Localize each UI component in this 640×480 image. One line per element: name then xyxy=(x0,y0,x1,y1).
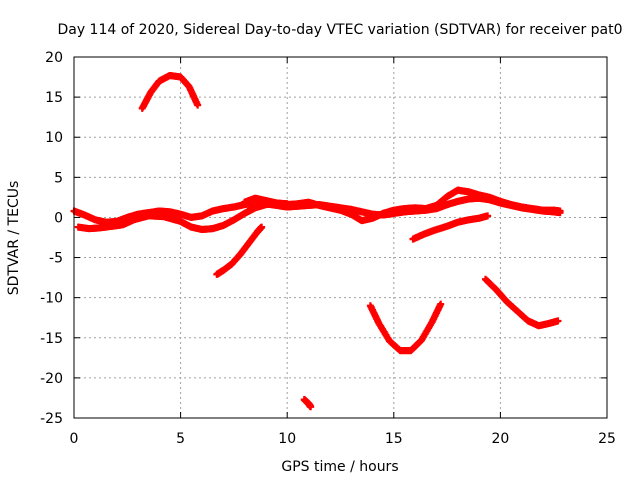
data-point xyxy=(307,403,315,411)
series-arc-e xyxy=(213,223,266,278)
data-point xyxy=(258,223,266,231)
data-point xyxy=(437,300,445,308)
series-arc-f xyxy=(300,396,315,411)
y-tick-label: 10 xyxy=(45,130,63,146)
y-tick-label: -20 xyxy=(40,371,63,387)
x-axis-label: GPS time / hours xyxy=(281,459,398,475)
data-points xyxy=(70,71,564,411)
y-tick-label: -25 xyxy=(40,411,63,427)
y-tick-label: 20 xyxy=(45,50,63,66)
x-tick-label: 5 xyxy=(176,431,185,447)
y-tick-label: -15 xyxy=(40,331,63,347)
x-tick-label: 20 xyxy=(491,431,509,447)
x-tick-label: 0 xyxy=(70,431,79,447)
series-arc-d xyxy=(138,71,202,112)
y-tick-label: 15 xyxy=(45,90,63,106)
series-arc-i xyxy=(481,275,562,330)
series-arc-g xyxy=(366,300,445,355)
series-arc-b xyxy=(74,199,291,233)
series-arc-h xyxy=(409,212,492,243)
data-point xyxy=(484,212,492,220)
y-tick-label: -10 xyxy=(40,291,63,307)
data-point xyxy=(554,317,562,325)
y-axis-label: SDTVAR / TECUs xyxy=(6,181,22,296)
series-arc-c xyxy=(241,186,564,225)
plot-frame xyxy=(73,56,608,419)
x-tick-label: 25 xyxy=(598,431,616,447)
x-tick-label: 10 xyxy=(278,431,296,447)
chart-title: Day 114 of 2020, Sidereal Day-to-day VTE… xyxy=(57,22,622,38)
data-point xyxy=(556,207,564,215)
y-tick-label: 5 xyxy=(54,170,63,186)
y-tick-label: -5 xyxy=(49,251,63,267)
data-point xyxy=(194,101,202,109)
x-tick-label: 15 xyxy=(385,431,403,447)
gridlines xyxy=(74,57,607,418)
axis-ticks: 0 5 10 15 20 25 -25 -20 -15 -10 -5 0 5 10 15 20 xyxy=(40,50,616,447)
y-tick-label: 0 xyxy=(54,210,63,226)
